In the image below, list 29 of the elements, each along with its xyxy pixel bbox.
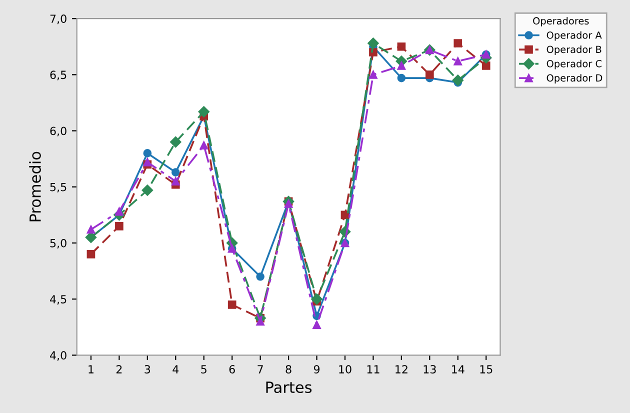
x-tick-label: 8 (286, 365, 292, 374)
x-tick-label: 6 (229, 365, 235, 374)
legend-label: Operador C (546, 60, 602, 70)
y-tick-label: 4,5 (50, 295, 66, 305)
x-tick-label: 7 (258, 365, 263, 374)
y-tick-label: 6,5 (50, 70, 66, 80)
legend-title: Operadores (533, 17, 589, 26)
x-axis-title: Partes (266, 382, 312, 394)
legend-label: Operador A (546, 31, 602, 41)
x-tick-label: 10 (339, 365, 352, 374)
x-tick-label: 9 (314, 365, 320, 374)
y-tick-label: 5,0 (50, 238, 66, 248)
x-tick-label: 11 (367, 365, 380, 374)
x-tick-label: 1 (88, 365, 94, 374)
y-tick-label: 6,0 (50, 126, 66, 136)
legend-label: Operador B (546, 46, 602, 55)
y-axis-title: Promedio (29, 152, 41, 222)
legend-label: Operador D (546, 74, 602, 84)
x-tick-label: 3 (144, 365, 150, 374)
y-tick-label: 4,0 (50, 351, 66, 361)
x-tick-label: 2 (116, 365, 122, 374)
x-tick-label: 15 (480, 365, 492, 374)
y-tick-label: 7,0 (50, 14, 66, 24)
x-tick-label: 5 (201, 365, 206, 374)
x-tick-label: 14 (452, 365, 464, 374)
x-tick-label: 13 (424, 365, 436, 374)
x-tick-label: 4 (172, 365, 179, 374)
x-tick-label: 12 (396, 365, 408, 374)
y-tick-label: 5,5 (50, 183, 66, 192)
